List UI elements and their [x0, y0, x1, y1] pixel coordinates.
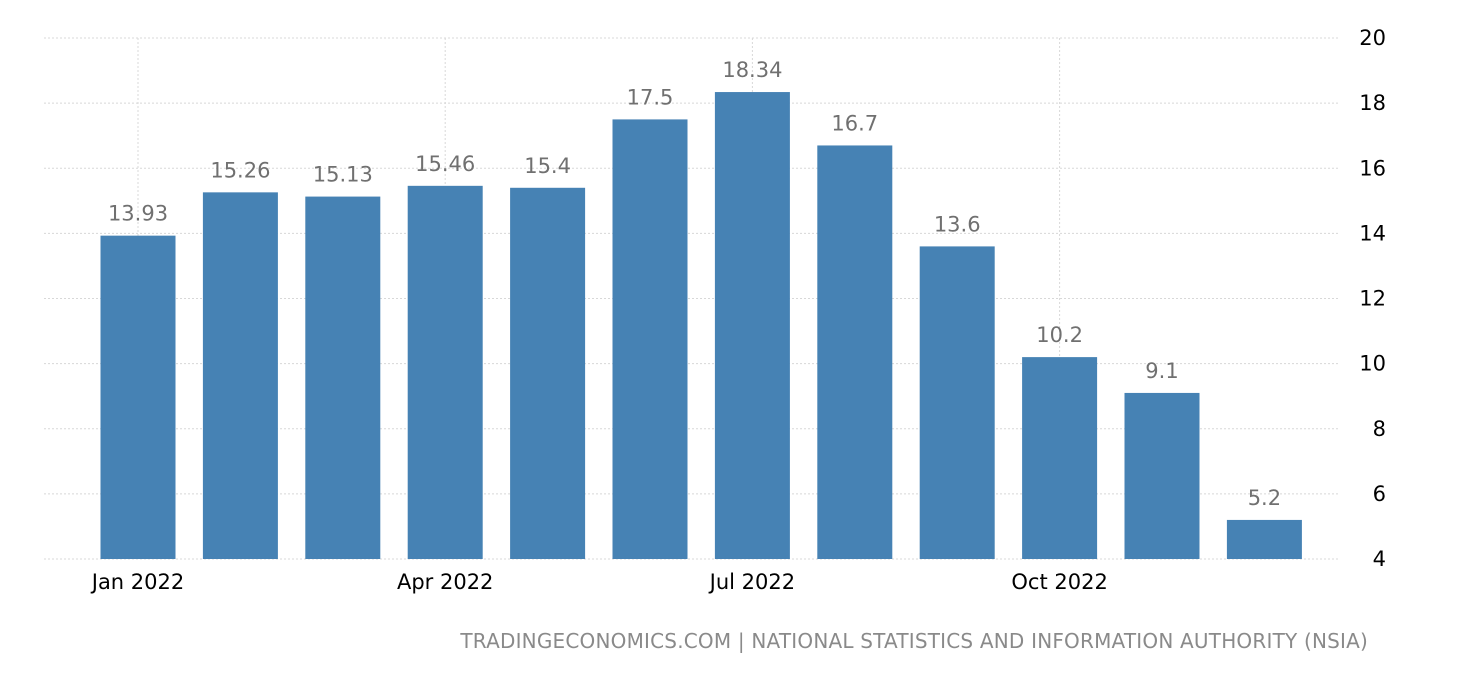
bar — [1022, 357, 1098, 559]
value-label: 13.93 — [108, 202, 168, 226]
y-tick-label: 12 — [1359, 287, 1386, 311]
value-label: 9.1 — [1145, 359, 1178, 383]
x-axis: Jan 2022 Apr 2022 Jul 2022 Oct 2022 — [90, 570, 1108, 594]
bar-chart: 13.93 15.26 15.13 15.46 15.4 17.5 18.34 16.7 13.… — [44, 26, 1386, 594]
value-label: 15.13 — [313, 163, 373, 187]
data-labels: 13.93 15.26 15.13 15.46 15.4 17.5 18.34 16.7 13.… — [108, 58, 1281, 510]
source-credit: TRADINGECONOMICS.COM | NATIONAL STATISTI… — [460, 629, 1368, 653]
y-tick-label: 6 — [1373, 482, 1386, 506]
bar — [100, 235, 176, 560]
value-label: 17.5 — [627, 85, 674, 109]
value-label: 15.46 — [415, 152, 475, 176]
value-label: 15.26 — [210, 158, 270, 182]
value-label: 5.2 — [1248, 486, 1281, 510]
bar — [612, 119, 688, 559]
bar — [510, 187, 586, 559]
bar — [919, 246, 995, 559]
bar — [817, 145, 893, 560]
y-tick-label: 18 — [1359, 91, 1386, 115]
value-label: 13.6 — [934, 212, 981, 236]
y-tick-label: 10 — [1359, 352, 1386, 376]
x-tick-label: Oct 2022 — [1011, 570, 1107, 594]
bar — [1124, 392, 1200, 559]
x-tick-label: Jul 2022 — [708, 570, 795, 594]
bar — [407, 185, 483, 560]
value-label: 15.4 — [524, 154, 571, 178]
y-tick-label: 16 — [1359, 156, 1386, 180]
x-tick-label: Jan 2022 — [90, 570, 185, 594]
y-axis: 4 6 8 10 12 14 16 18 20 — [1359, 26, 1386, 571]
bar — [202, 192, 278, 559]
bar — [714, 92, 790, 560]
y-tick-label: 14 — [1359, 221, 1386, 245]
value-label: 16.7 — [831, 111, 878, 135]
y-tick-label: 4 — [1373, 547, 1386, 571]
y-tick-label: 8 — [1373, 417, 1386, 441]
bar — [305, 196, 381, 559]
bar — [1226, 519, 1302, 559]
x-tick-label: Apr 2022 — [397, 570, 493, 594]
value-label: 18.34 — [722, 58, 782, 82]
y-tick-label: 20 — [1359, 26, 1386, 50]
value-label: 10.2 — [1036, 323, 1083, 347]
bars — [100, 92, 1302, 560]
